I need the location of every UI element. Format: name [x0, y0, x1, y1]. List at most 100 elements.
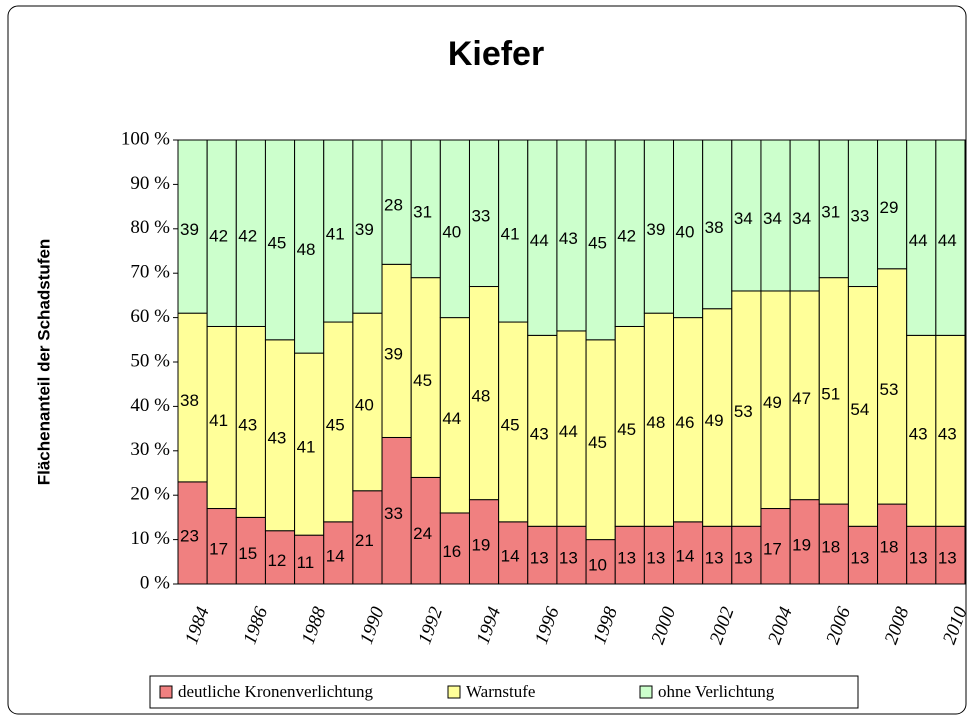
bar-segment [877, 139, 908, 270]
bar-segment [264, 339, 296, 532]
bar-segment [935, 139, 966, 336]
bar-segment [935, 334, 966, 527]
bar-segment [702, 525, 733, 585]
data-label: 49 [705, 411, 724, 430]
y-axis-label: Flächenanteil der Schadstufen [34, 239, 53, 486]
data-label: 13 [617, 549, 636, 568]
data-label: 13 [705, 549, 724, 568]
data-label: 51 [821, 384, 840, 403]
data-label: 45 [326, 415, 345, 434]
bar-segment [614, 139, 645, 327]
legend-box [149, 675, 859, 709]
y-tick-label: 80 % [130, 217, 170, 238]
bar-segment [206, 325, 237, 510]
data-label: 38 [180, 391, 199, 410]
bar-segment [614, 325, 645, 527]
data-label: 43 [267, 429, 286, 448]
data-label: 17 [209, 540, 228, 559]
data-label: 45 [617, 420, 636, 439]
data-label: 29 [880, 198, 899, 217]
data-label: 43 [938, 424, 957, 443]
bar-segment [818, 277, 849, 505]
data-label: 16 [442, 542, 461, 561]
data-label: 28 [384, 196, 403, 215]
bar-segment [789, 499, 820, 585]
data-label: 12 [267, 551, 286, 570]
bar-segment [789, 290, 820, 501]
bar-segment [527, 334, 558, 527]
bar-segment [498, 139, 529, 323]
legend-swatch [159, 685, 173, 699]
data-label: 54 [850, 400, 869, 419]
data-label: 24 [413, 524, 432, 543]
data-label: 41 [326, 225, 345, 244]
bar-segment [294, 534, 325, 585]
data-label: 19 [471, 535, 490, 554]
data-label: 33 [384, 504, 403, 523]
data-label: 47 [792, 389, 811, 408]
data-label: 44 [559, 422, 578, 441]
data-label: 53 [734, 402, 753, 421]
data-label: 23 [180, 526, 199, 545]
data-label: 48 [297, 240, 316, 259]
data-label: 44 [938, 231, 957, 250]
data-label: 13 [734, 549, 753, 568]
y-tick-label: 100 % [121, 128, 170, 149]
data-label: 39 [180, 220, 199, 239]
legend-swatch [639, 685, 653, 699]
data-label: 13 [909, 549, 928, 568]
bar-segment [527, 139, 558, 336]
data-label: 45 [267, 233, 286, 252]
data-label: 34 [792, 209, 811, 228]
data-label: 43 [238, 415, 257, 434]
data-label: 39 [355, 220, 374, 239]
y-tick-label: 10 % [130, 528, 170, 549]
data-label: 14 [326, 546, 345, 565]
data-label: 43 [909, 424, 928, 443]
bar-segment [702, 139, 733, 310]
data-label: 39 [384, 344, 403, 363]
data-label: 13 [850, 549, 869, 568]
legend-swatch [447, 685, 461, 699]
data-label: 34 [763, 209, 782, 228]
data-label: 33 [471, 207, 490, 226]
data-label: 48 [471, 387, 490, 406]
data-label: 13 [938, 549, 957, 568]
legend-label: Warnstufe [466, 682, 535, 701]
bar-segment [410, 139, 441, 279]
bar-segment [760, 139, 791, 292]
data-label: 38 [705, 218, 724, 237]
y-tick-label: 0 % [140, 572, 170, 593]
y-tick-label: 30 % [130, 439, 170, 460]
bar-segment [643, 139, 675, 314]
bar-segment [847, 525, 879, 585]
y-tick-label: 60 % [130, 306, 170, 327]
chart-title: Kiefer [448, 35, 544, 73]
bar-segment [818, 503, 849, 585]
y-tick-label: 90 % [130, 173, 170, 194]
bar-segment [877, 268, 908, 505]
data-label: 46 [676, 413, 695, 432]
bar-segment [235, 325, 266, 518]
legend-label: deutliche Kronenverlichtung [178, 682, 373, 701]
data-label: 33 [850, 207, 869, 226]
data-label: 45 [588, 433, 607, 452]
bar-segment [585, 539, 616, 585]
data-label: 14 [676, 546, 695, 565]
data-label: 39 [646, 220, 665, 239]
data-label: 45 [501, 415, 520, 434]
data-label: 43 [559, 229, 578, 248]
bar-segment [760, 290, 791, 510]
bar-segment [177, 312, 208, 483]
data-label: 45 [413, 371, 432, 390]
data-label: 14 [501, 546, 520, 565]
bar-segment [439, 139, 470, 319]
data-label: 31 [413, 202, 432, 221]
bar-segment [294, 139, 325, 354]
data-label: 41 [501, 225, 520, 244]
bar-segment [789, 139, 820, 292]
bar-segment [906, 525, 937, 585]
data-label: 42 [209, 227, 228, 246]
data-label: 45 [588, 233, 607, 252]
